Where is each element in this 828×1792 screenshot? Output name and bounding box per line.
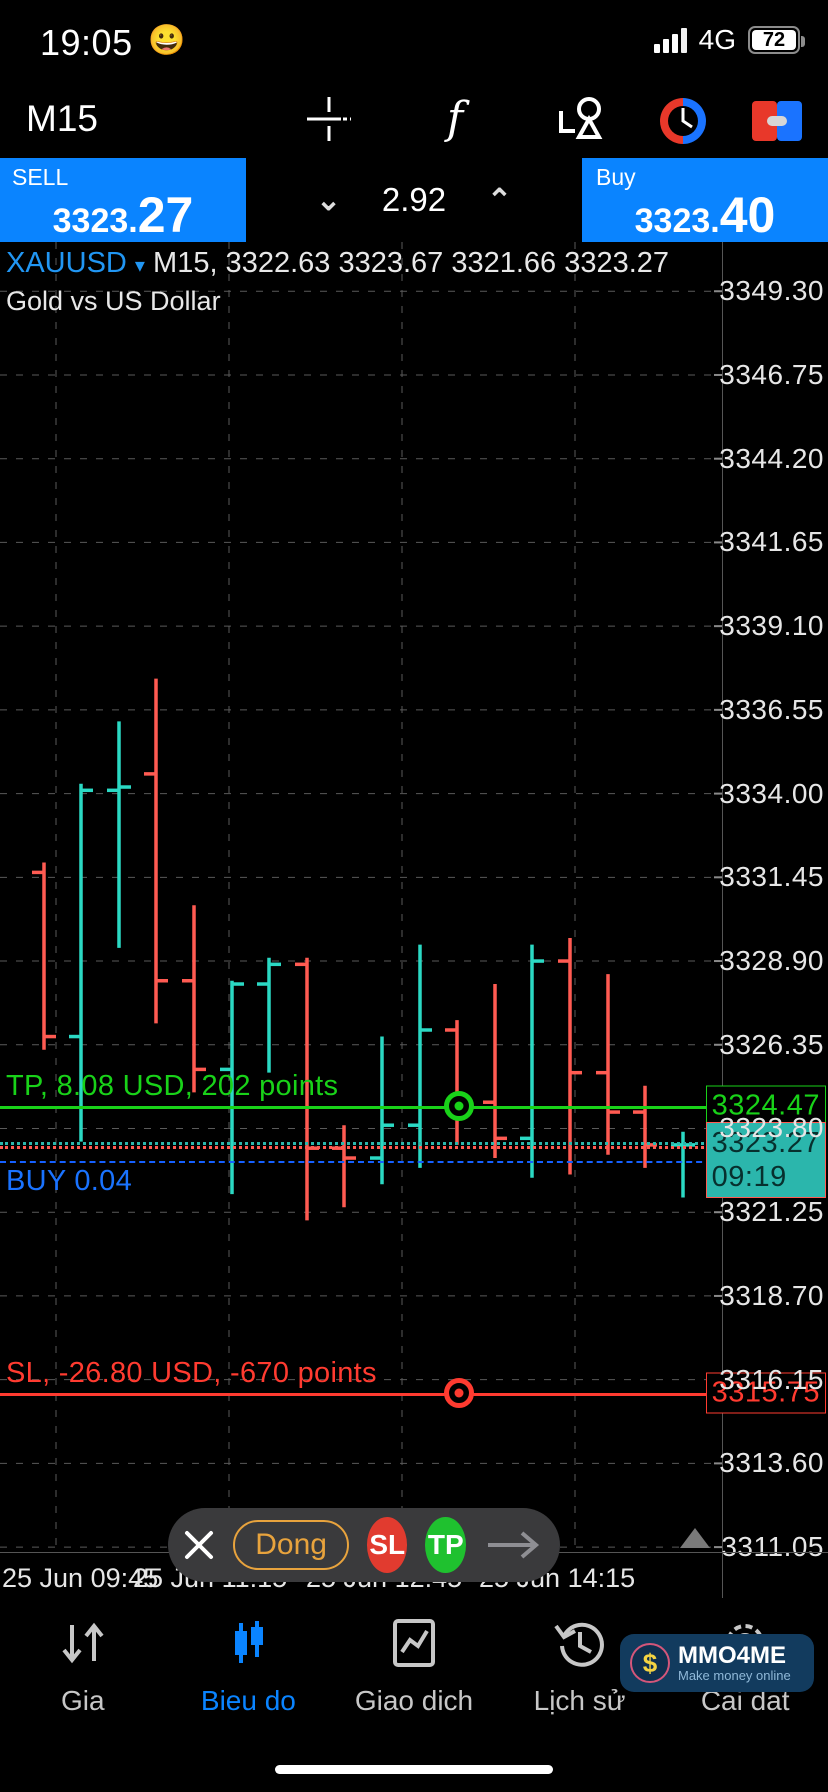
current-price-tag: 3323.27 09:19 — [705, 1121, 826, 1198]
scroll-end-indicator[interactable] — [680, 1528, 710, 1548]
tab-lich-su[interactable]: Lịch sử — [497, 1598, 663, 1734]
price-axis-label: 3321.25 — [719, 1196, 824, 1228]
candlestick-icon — [220, 1615, 276, 1671]
tp-annotation: TP, 8.08 USD, 202 points — [6, 1070, 339, 1103]
function-icon[interactable]: f — [426, 90, 484, 148]
chevron-down-icon[interactable]: ▾ — [134, 255, 145, 277]
battery-icon: 72 — [748, 26, 805, 54]
dollar-coin-icon: $ — [630, 1643, 670, 1683]
tab-bieu-do[interactable]: Bieu do — [166, 1598, 332, 1734]
status-emoji-icon: 😀 — [148, 24, 186, 57]
watermark-tagline: Make money online — [678, 1667, 791, 1683]
position-action-toolbar: Dong SL TP — [168, 1508, 560, 1582]
price-axis-label: 3334.00 — [719, 777, 824, 809]
price-axis-label: 3331.45 — [719, 861, 824, 893]
price-axis-label: 3349.30 — [719, 275, 824, 307]
chevron-down-icon[interactable]: ⌄ — [316, 183, 342, 217]
close-position-button[interactable]: Dong — [233, 1520, 349, 1570]
timeframe-button[interactable]: M15 — [26, 98, 98, 139]
spread-value: 2.92 — [381, 181, 447, 218]
chart-toolbar: M15 f — [0, 82, 828, 156]
position-open-line[interactable] — [0, 1161, 722, 1164]
network-type-label: 4G — [698, 24, 736, 55]
price-axis-label: 3344.20 — [719, 442, 824, 474]
bid-price-line — [0, 1145, 722, 1149]
time-axis-label: 25 Jun 09:45 — [2, 1563, 159, 1593]
sell-button[interactable]: SELL 3323.27 — [0, 158, 246, 242]
status-indicators: 4G 72 — [653, 24, 805, 56]
crosshair-icon[interactable] — [300, 90, 358, 148]
current-price-value: 3323.27 — [711, 1126, 820, 1159]
tab-label: Lịch sử — [533, 1685, 626, 1716]
signal-bars-icon — [653, 27, 687, 53]
battery-level-label: 72 — [762, 28, 786, 51]
bottom-tab-bar: Gia Bieu do Giao dich — [0, 1598, 828, 1734]
price-chart[interactable]: TP, 8.08 USD, 202 points BUY 0.04 SL, -2… — [0, 242, 828, 1598]
watermark-logo: $ MMO4ME Make money online — [620, 1634, 814, 1692]
buy-price-int: 3323. — [634, 202, 720, 240]
chart-symbol[interactable]: XAUUSD — [6, 247, 127, 279]
tab-label: Gia — [61, 1685, 105, 1716]
price-axis-label: 3336.55 — [719, 693, 824, 725]
current-bar-time: 09:19 — [711, 1160, 787, 1193]
close-icon[interactable] — [182, 1522, 215, 1568]
position-label: BUY 0.04 — [6, 1165, 133, 1198]
tp-price-tag: 3324.47 — [705, 1085, 826, 1127]
tab-gia[interactable]: Gia — [0, 1598, 166, 1734]
quotes-arrows-icon — [55, 1615, 111, 1671]
status-time: 19:05 — [40, 22, 133, 63]
take-profit-line[interactable] — [0, 1106, 722, 1110]
sl-annotation: SL, -26.80 USD, -670 points — [6, 1356, 377, 1389]
split-view-icon[interactable] — [748, 92, 806, 150]
price-axis-label: 3326.35 — [719, 1028, 824, 1060]
spread-control: ⌄ 2.92 ⌃ — [246, 158, 582, 242]
tab-giao-dich[interactable]: Giao dich — [331, 1598, 497, 1734]
price-axis[interactable]: 3324.47 3315.75 3323.27 09:19 3349.30 334… — [705, 242, 828, 1598]
buy-button[interactable]: Buy 3323.40 — [582, 158, 828, 242]
watermark-brand: MMO4ME — [678, 1641, 786, 1669]
chart-header: XAUUSD ▾ M15, 3322.63 3323.67 3321.66 33… — [6, 246, 669, 317]
buy-price-dec: 40 — [719, 187, 776, 243]
tab-label: Bieu do — [200, 1685, 296, 1716]
svg-text:f: f — [444, 93, 470, 144]
arrow-right-icon[interactable] — [484, 1528, 546, 1562]
price-axis-label: 3328.90 — [719, 945, 824, 977]
buy-label: Buy — [596, 164, 636, 190]
objects-icon[interactable] — [552, 90, 610, 148]
history-clock-icon — [552, 1615, 608, 1671]
set-sl-button[interactable]: SL — [366, 1517, 408, 1573]
quote-bar: SELL 3323.27 ⌄ 2.92 ⌃ Buy 3323.40 — [0, 158, 828, 242]
chart-ohlc-values: M15, 3322.63 3323.67 3321.66 3323.27 — [153, 247, 670, 279]
sl-price-tag: 3315.75 — [705, 1372, 826, 1414]
chevron-up-icon[interactable]: ⌃ — [486, 183, 512, 217]
chart-description: Gold vs US Dollar — [6, 286, 221, 316]
sl-drag-handle[interactable] — [444, 1377, 474, 1408]
price-axis-label: 3313.60 — [719, 1447, 824, 1479]
sell-label: SELL — [12, 164, 69, 190]
tab-label: Giao dich — [354, 1685, 474, 1716]
home-indicator — [275, 1765, 553, 1774]
chart-plot-area[interactable]: TP, 8.08 USD, 202 points BUY 0.04 SL, -2… — [0, 242, 722, 1598]
ohlc-bars — [32, 678, 695, 1221]
price-axis-label: 3341.65 — [719, 526, 824, 558]
price-axis-label: 3346.75 — [719, 358, 824, 390]
price-axis-label: 3323.80 — [719, 1112, 824, 1144]
stop-loss-line[interactable] — [0, 1392, 722, 1396]
buy-price: 3323.40 — [582, 190, 828, 240]
tp-drag-handle[interactable] — [444, 1091, 474, 1122]
price-axis-label: 3316.15 — [719, 1363, 824, 1395]
price-axis-label: 3339.10 — [719, 610, 824, 642]
sell-price: 3323.27 — [0, 190, 246, 240]
price-axis-label: 3311.05 — [721, 1531, 824, 1563]
set-tp-button[interactable]: TP — [425, 1517, 466, 1573]
status-bar: 19:05 😀 4G 72 — [0, 0, 828, 80]
sell-price-int: 3323. — [52, 202, 138, 240]
clock-gauge-icon[interactable] — [654, 92, 712, 150]
trade-chart-icon — [388, 1615, 440, 1671]
sell-price-dec: 27 — [137, 187, 194, 243]
price-axis-label: 3318.70 — [719, 1279, 824, 1311]
ask-price-line — [0, 1141, 722, 1145]
